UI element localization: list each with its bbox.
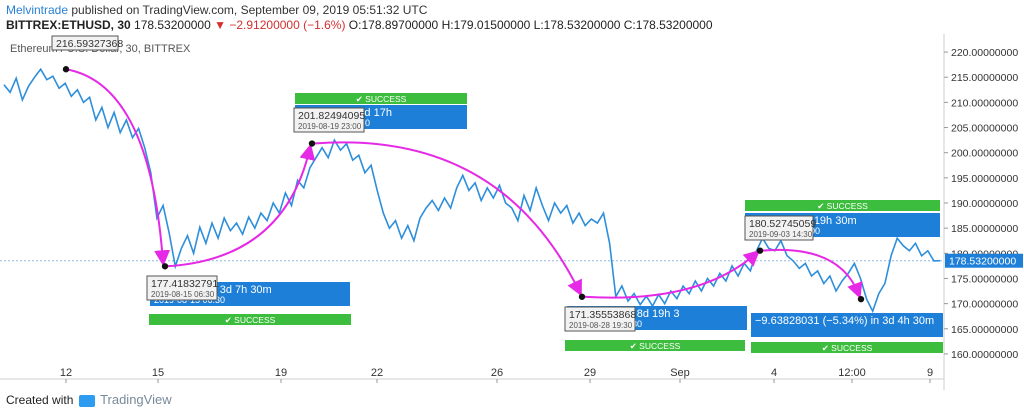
publish-line: Melvintrade published on TradingView.com… [6,3,427,17]
time-tick-label: 19 [275,367,287,379]
price-box-value: 216.59327368 [56,38,123,50]
price-box-value: 171.35553868 [569,309,636,321]
price-box-value: 177.41832791 [151,278,218,290]
pivot-point [161,263,169,270]
price-box-date: 2019-08-15 06:30 [151,290,215,299]
symbol-line: BITTREX:ETHUSD, 30 178.53200000 ▼ −2.912… [6,18,713,32]
price-chart[interactable]: 220.00000000 215.00000000 210.00000000 205.… [0,34,1024,390]
time-tick-label: 9 [927,367,933,379]
price-box-date: 2019-08-19 23:00 [298,122,362,131]
stats-box-bg [751,313,943,337]
price-tick-label: 205.00000000 [951,123,1018,135]
price-tick-label: 165.00000000 [951,324,1018,336]
pivot-point [308,140,316,147]
pattern-arrows [62,66,865,303]
chart-svg: 220.00000000 215.00000000 210.00000000 205.… [0,34,1023,390]
price-tick-label: 220.00000000 [951,47,1018,59]
success-badge-text: ✔ SUCCESS [356,94,407,104]
success-badge-text: ✔ SUCCESS [822,343,873,353]
annotation-aug28-success: ✔ SUCCESS [565,340,745,351]
success-badge-text: ✔ SUCCESS [630,341,681,351]
time-tick-label: 22 [371,367,383,379]
price-box-value: 180.52745059 [749,218,816,230]
annotation-high: 216.59327368 [51,35,123,51]
time-tick-label: 15 [152,367,164,379]
price-box-value: 201.82494095 [298,110,365,122]
time-tick-label: 4 [771,367,777,379]
ohlc-close: C:178.53200000 [623,18,713,32]
time-axis: 12 15 19 22 26 29 Sep 4 12:00 9 [60,367,933,383]
pattern-arrow [583,249,760,299]
footer: Created with TradingView [6,392,172,407]
price-box-date: 2019-08-28 19:30 [569,321,633,330]
success-badge-bg [745,200,940,211]
stats-box-change: −9.63828031 (−5.34%) in 3d 4h 30m [755,315,934,327]
price-tick-label: 160.00000000 [951,349,1018,361]
price-tick-label: 200.00000000 [951,148,1018,160]
success-badge-bg [295,93,467,104]
annotation-sep6-stats: −9.63828031 (−5.34%) in 3d 4h 30m [751,313,943,337]
tradingview-brand[interactable]: TradingView [100,392,172,407]
price-tick-label: 185.00000000 [951,223,1018,235]
annotation-sep6-success: ✔ SUCCESS [751,342,943,353]
pivot-point [756,247,764,254]
pattern-arrow [65,68,171,267]
last-price-tag: 178.53200000 [945,253,1023,268]
annotation-aug15-success: ✔ SUCCESS [149,314,351,325]
price-box-bg [146,275,218,301]
last-price-tag-bg [945,253,1023,268]
price-box-bg [51,35,119,51]
success-badge-bg [751,342,943,353]
price-tick-label: 170.00000000 [951,299,1018,311]
price-tick-label: 175.00000000 [951,273,1018,285]
price-box-bg [564,306,636,332]
success-badge-text: ✔ SUCCESS [225,315,276,325]
price-tick-label: 190.00000000 [951,198,1018,210]
ohlc-open: O:178.89700000 [348,18,439,32]
time-tick-label: 12 [60,367,72,379]
price-box-bg [293,107,365,133]
price-box-bg [744,215,814,241]
pattern-arrow [313,141,582,297]
down-arrow-icon: ▼ [214,18,227,32]
publish-info: published on TradingView.com, September … [71,3,428,17]
time-tick-label: Sep [670,367,690,379]
price-change: −2.91200000 (−1.6%) [229,18,346,32]
symbol: BITTREX:ETHUSD, 30 [6,18,131,32]
price-tick-label: 195.00000000 [951,173,1018,185]
time-tick-label: 26 [491,367,503,379]
price-box-date: 2019-09-03 14:30 [749,230,813,239]
time-tick-label: 29 [584,367,596,379]
pivot-point [578,293,586,300]
created-with: Created with [6,393,74,407]
pattern-arrow [761,248,863,299]
annotation-aug19-success: ✔ SUCCESS [295,93,467,104]
ohlc-high: H:179.01500000 [441,18,531,32]
success-badge-bg [149,314,351,325]
pivot-point [857,295,865,303]
price-tick-label: 215.00000000 [951,72,1018,84]
time-tick-label: 12:00 [838,367,866,379]
tradingview-logo-icon [78,394,95,407]
last-price: 178.53200000 [134,18,211,32]
price-series-line [3,67,941,314]
ohlc-low: L:178.53200000 [533,18,621,32]
last-price-tag-text: 178.53200000 [949,256,1016,268]
author-link[interactable]: Melvintrade [6,3,69,17]
pattern-arrow [166,143,316,268]
pivot-point [62,66,70,73]
annotations: 216.59327368(−18.45%) in 3d 7h 30m2019-0… [51,35,943,353]
success-badge-bg [565,340,745,351]
success-badge-text: ✔ SUCCESS [817,201,868,211]
price-axis: 220.00000000 215.00000000 210.00000000 205.… [944,47,1018,361]
price-tick-label: 210.00000000 [951,97,1018,109]
annotation-sep3-success: ✔ SUCCESS [745,200,940,211]
